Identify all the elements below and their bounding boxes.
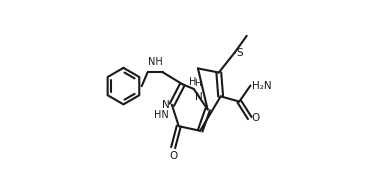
Text: S: S [236, 48, 243, 58]
Text: H₂N: H₂N [253, 81, 272, 91]
Text: H: H [195, 79, 201, 88]
Text: H: H [189, 77, 197, 88]
Text: O: O [252, 113, 260, 123]
Text: N: N [195, 92, 202, 102]
Text: HN: HN [154, 110, 169, 120]
Text: NH: NH [148, 57, 163, 67]
Text: N: N [162, 100, 170, 110]
Text: O: O [169, 151, 177, 161]
